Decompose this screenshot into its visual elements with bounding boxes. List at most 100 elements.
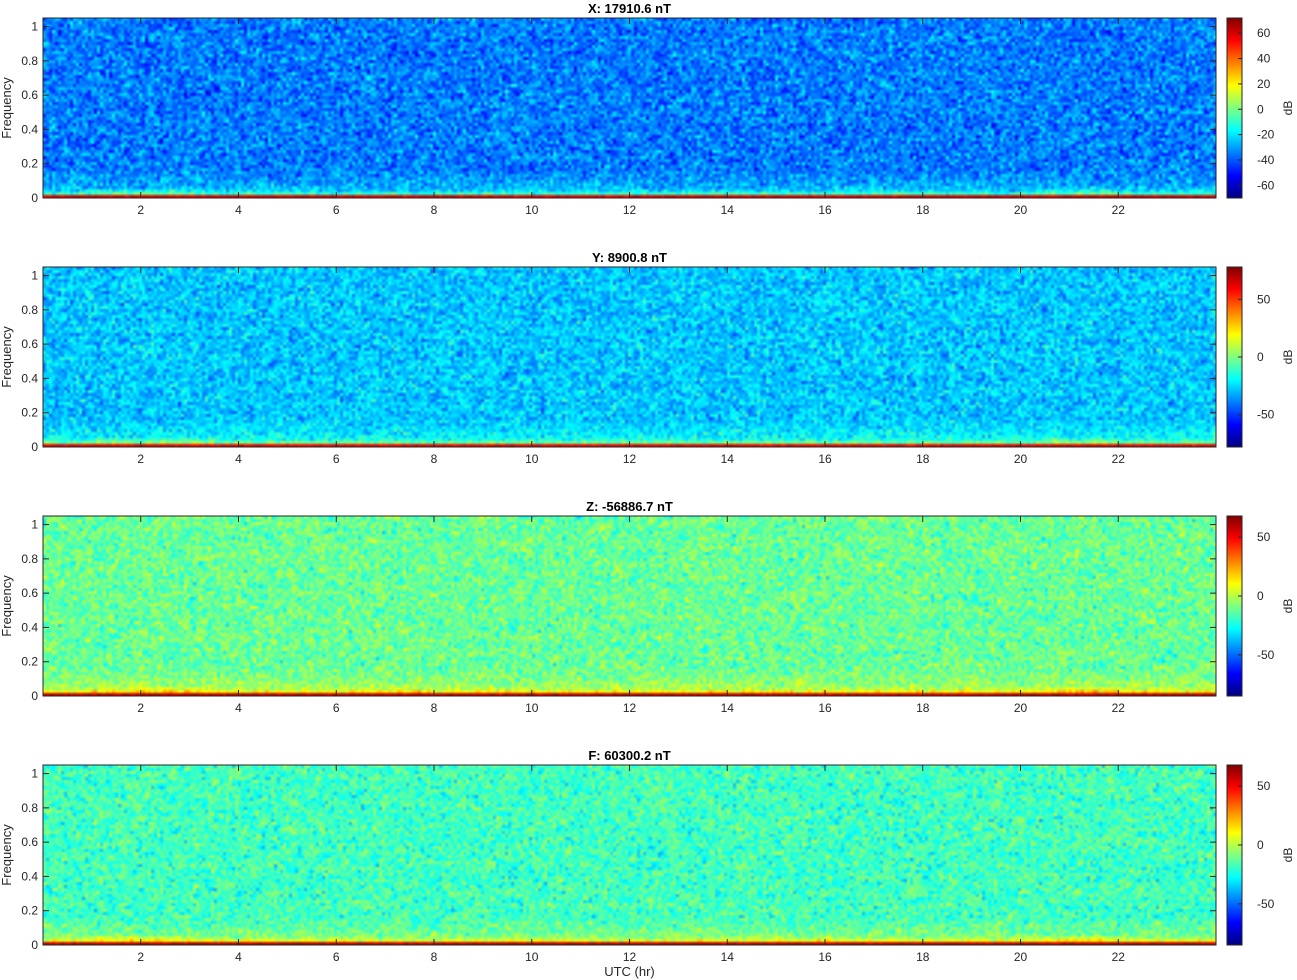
colorbar-label: dB	[1281, 350, 1295, 365]
y-tick-label: 0.4	[21, 371, 38, 385]
y-tick-label: 0	[31, 689, 38, 703]
spectrogram-panel-3: Z: -56886.7 nT2 4 6 8 10 12 14 16 18 20 2200.20.40…	[0, 499, 1295, 715]
colorbar-tick-label: 20	[1257, 77, 1271, 91]
x-tick-label: 2	[137, 452, 144, 466]
spectrogram-image	[43, 18, 1216, 198]
y-tick-label: 0	[31, 440, 38, 454]
x-tick-label: 14	[721, 452, 735, 466]
x-tick-label: 8	[431, 950, 438, 964]
y-tick-label: 0.8	[21, 54, 38, 68]
spectrogram-image	[43, 516, 1216, 696]
y-axis-label: Frequency	[0, 326, 14, 388]
y-tick-label: 0.6	[21, 586, 38, 600]
y-axis-label: Frequency	[0, 77, 14, 139]
x-tick-label: 2	[137, 203, 144, 217]
colorbar-tick-label: -50	[1257, 408, 1275, 422]
x-tick-label: 20	[1014, 452, 1028, 466]
x-tick-label: 4	[235, 452, 242, 466]
x-tick-label: 10	[525, 203, 539, 217]
y-tick-label: 1	[31, 518, 38, 532]
x-tick-label: 4	[235, 203, 242, 217]
colorbar-tick-label: 0	[1257, 350, 1264, 364]
y-tick-label: 0.8	[21, 552, 38, 566]
colorbar	[1226, 764, 1243, 946]
x-tick-label: 12	[623, 701, 637, 715]
x-tick-label: 22	[1112, 452, 1126, 466]
x-tick-label: 18	[916, 452, 930, 466]
y-tick-label: 1	[31, 767, 38, 781]
y-axis-label: Frequency	[0, 824, 14, 886]
panel-title: F: 60300.2 nT	[588, 748, 670, 763]
colorbar-tick-label: -50	[1257, 648, 1275, 662]
y-tick-label: 0.6	[21, 835, 38, 849]
x-tick-label: 20	[1014, 950, 1028, 964]
y-tick-label: 0	[31, 938, 38, 952]
colorbar-tick-label: 0	[1257, 589, 1264, 603]
spectrogram-panel-1: X: 17910.6 nT2 4 6 8 10 12 14 16 18 20 2200.20.40.…	[0, 1, 1295, 217]
y-tick-label: 0.2	[21, 406, 38, 420]
x-axis-label: UTC (hr)	[604, 964, 655, 979]
colorbar	[1226, 17, 1243, 199]
y-tick-label: 0.4	[21, 122, 38, 136]
y-tick-label: 0.2	[21, 655, 38, 669]
panel-title: Z: -56886.7 nT	[586, 499, 673, 514]
colorbar-tick-label: -20	[1257, 128, 1275, 142]
x-tick-label: 18	[916, 950, 930, 964]
x-tick-label: 12	[623, 203, 637, 217]
y-tick-label: 0	[31, 191, 38, 205]
x-tick-label: 8	[431, 452, 438, 466]
colorbar-tick-label: 50	[1257, 292, 1271, 306]
y-tick-label: 0.4	[21, 869, 38, 883]
y-tick-label: 0.4	[21, 620, 38, 634]
x-tick-label: 22	[1112, 203, 1126, 217]
y-tick-label: 1	[31, 269, 38, 283]
spectrogram-panel-4: F: 60300.2 nT2 4 6 8 10 12 14 16 18 20 2200.20.40.…	[0, 748, 1295, 964]
x-tick-label: 6	[333, 701, 340, 715]
colorbar-tick-label: 50	[1257, 530, 1271, 544]
x-tick-label: 10	[525, 452, 539, 466]
colorbar-tick-label: 60	[1257, 26, 1271, 40]
y-tick-label: 1	[31, 20, 38, 34]
x-tick-label: 18	[916, 203, 930, 217]
colorbar-label: dB	[1281, 599, 1295, 614]
x-tick-label: 8	[431, 203, 438, 217]
spectrogram-image	[43, 267, 1216, 447]
x-tick-label: 10	[525, 701, 539, 715]
x-tick-label: 12	[623, 452, 637, 466]
x-tick-label: 10	[525, 950, 539, 964]
x-tick-label: 4	[235, 701, 242, 715]
x-tick-label: 14	[721, 203, 735, 217]
colorbar-tick-label: -40	[1257, 153, 1275, 167]
x-tick-label: 6	[333, 950, 340, 964]
colorbar-label: dB	[1281, 101, 1295, 116]
colorbar-tick-label: 0	[1257, 838, 1264, 852]
y-tick-label: 0.8	[21, 303, 38, 317]
x-tick-label: 20	[1014, 701, 1028, 715]
spectrogram-panel-2: Y: 8900.8 nT2 4 6 8 10 12 14 16 18 20 2200.20.40.6…	[0, 250, 1295, 466]
y-tick-label: 0.2	[21, 157, 38, 171]
y-tick-label: 0.6	[21, 337, 38, 351]
x-tick-label: 2	[137, 701, 144, 715]
panel-title: X: 17910.6 nT	[588, 1, 671, 16]
y-tick-label: 0.6	[21, 88, 38, 102]
y-tick-label: 0.8	[21, 801, 38, 815]
panel-title: Y: 8900.8 nT	[592, 250, 667, 265]
x-tick-label: 16	[818, 701, 832, 715]
x-tick-label: 16	[818, 452, 832, 466]
spectrogram-image	[43, 765, 1216, 945]
colorbar-label: dB	[1281, 848, 1295, 863]
y-axis-label: Frequency	[0, 575, 14, 637]
colorbar-tick-label: -50	[1257, 897, 1275, 911]
x-tick-label: 2	[137, 950, 144, 964]
x-tick-label: 16	[818, 203, 832, 217]
colorbar-tick-label: -60	[1257, 178, 1275, 192]
colorbar	[1226, 515, 1243, 697]
x-tick-label: 6	[333, 203, 340, 217]
colorbar-tick-label: 0	[1257, 102, 1264, 116]
colorbar-tick-label: 40	[1257, 52, 1271, 66]
y-tick-label: 0.2	[21, 904, 38, 918]
x-tick-label: 6	[333, 452, 340, 466]
x-tick-label: 22	[1112, 701, 1126, 715]
x-tick-label: 4	[235, 950, 242, 964]
